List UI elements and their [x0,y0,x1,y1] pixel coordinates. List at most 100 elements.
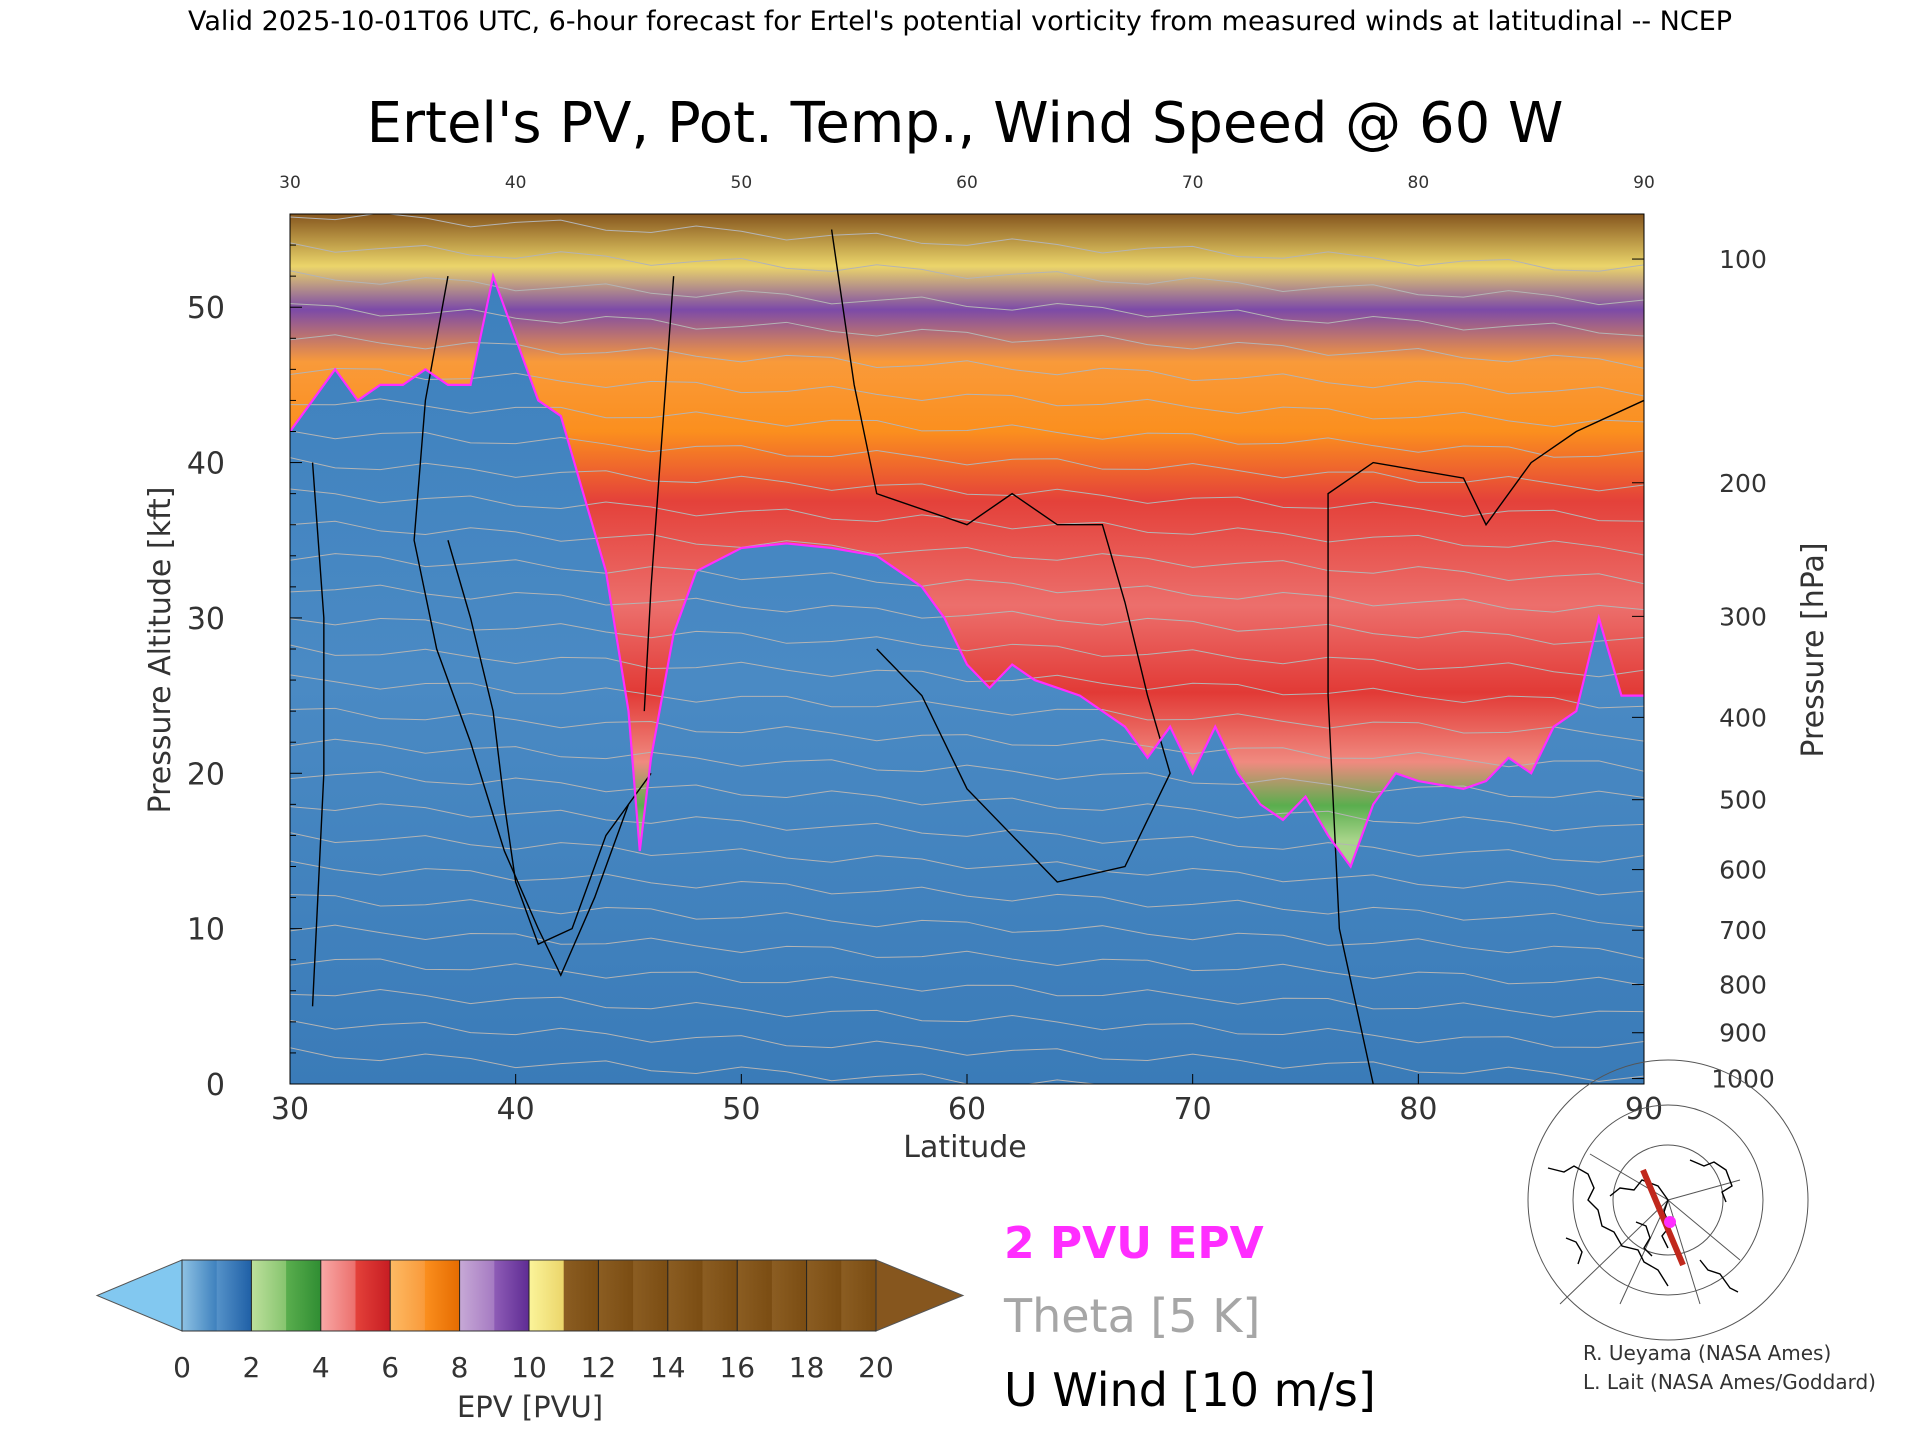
colorbar-swatch [459,1260,495,1331]
theta-contour-line [290,334,1644,397]
theta-contour-line [290,584,1644,645]
x-tick-label: 80 [1399,1092,1437,1127]
x-top-tick-label: 70 [1182,173,1204,193]
colorbar-swatch [563,1260,599,1331]
colorbar-swatch [251,1260,287,1331]
colorbar: 0 2 4 6 8 10 12 14 16 18 20 [95,1259,965,1384]
colorbar-swatch [598,1260,634,1331]
colorbar-tick-label: 8 [451,1351,469,1384]
theta-contour-line [290,270,1644,337]
inset-map-marker [1664,1216,1676,1228]
colorbar-swatch [286,1260,322,1331]
legend-u-wind: U Wind [10 m/s] [1004,1363,1376,1417]
theta-contour-line [290,430,1644,492]
pressure-tick-label: 300 [1719,602,1767,631]
chart-title: Ertel's PV, Pot. Temp., Wind Speed @ 60 … [367,91,1564,156]
colorbar-swatch [737,1260,773,1331]
theta-contours [290,214,1644,1084]
theta-contour-line [290,988,1644,1048]
pressure-tick-label: 800 [1719,971,1767,1000]
x-top-tick-label: 90 [1633,173,1655,193]
theta-contour-line [290,520,1644,585]
x-axis-bottom: 30 40 50 60 70 80 90 [271,1074,1663,1127]
theta-contour-line [290,398,1644,458]
y-tick-label: 30 [187,602,225,637]
y-tick-label: 0 [206,1068,225,1103]
colorbar-swatch [633,1260,669,1331]
x-top-tick-label: 80 [1408,173,1430,193]
colorbar-tick-label: 10 [511,1351,547,1384]
colorbar-swatch [494,1260,530,1331]
colorbar-over-arrow [875,1259,965,1332]
theta-contour-line [290,707,1644,772]
colorbar-swatch [667,1260,703,1331]
plot-field [290,214,1644,1084]
colorbar-tick-label: 6 [381,1351,399,1384]
theta-contour-line [290,618,1644,678]
colorbar-swatch [841,1260,877,1331]
colorbar-swatch [216,1260,252,1331]
colorbar-swatch [390,1260,426,1331]
y-axis-label-left: Pressure Altitude [kft] [143,487,178,814]
colorbar-swatch [771,1260,808,1331]
y-axis-label-right: Pressure [hPa] [1796,542,1831,757]
colorbar-label: EPV [PVU] [457,1390,603,1424]
x-tick-label: 70 [1174,1092,1212,1127]
pressure-tick-label: 400 [1719,703,1767,732]
u-wind-contour-line [447,540,630,946]
theta-contour-line [290,924,1644,987]
colorbar-tick-label: 14 [650,1351,686,1384]
u-wind-contour-line [413,276,652,977]
pressure-tick-label: 500 [1719,786,1767,815]
inset-map-section-track [1640,1168,1686,1267]
credit-line-1: R. Ueyama (NASA Ames) [1583,1341,1831,1365]
u-wind-contour-line [643,276,675,712]
colorbar-tick-label: 2 [242,1351,260,1384]
x-top-tick-label: 30 [279,173,301,193]
theta-contour-line [290,553,1644,613]
colorbar-under-arrow [95,1259,183,1332]
theta-contour-line [290,832,1644,896]
y-tick-label: 50 [187,291,225,326]
x-tick-label: 50 [722,1092,760,1127]
u-wind-contours [311,229,1644,1084]
y-axis-left: 0 10 20 30 40 50 [187,244,302,1103]
theta-contour-line [290,488,1644,556]
theta-contour-line [290,242,1644,306]
legend-theta: Theta [5 K] [1003,1289,1260,1343]
inset-map-background [1542,1154,1740,1304]
colorbar-swatch [424,1260,461,1331]
pressure-tick-label: 200 [1719,469,1767,498]
pressure-tick-label: 900 [1719,1019,1767,1048]
u-wind-contour-line [830,229,1171,883]
u-wind-contour-line [1327,399,1644,1084]
x-top-tick-label: 60 [956,173,978,193]
colorbar-tick-label: 16 [719,1351,755,1384]
colorbar-swatch [320,1260,356,1331]
theta-contour-line [290,303,1644,369]
x-tick-label: 40 [497,1092,535,1127]
colorbar-tick-label: 4 [312,1351,330,1384]
tropopause-2pvu-line [290,272,1644,869]
u-wind-contour-line [311,462,325,1007]
colorbar-swatch [529,1260,565,1331]
colorbar-swatch [806,1260,842,1331]
y-tick-label: 10 [187,913,225,948]
x-axis-label: Latitude [903,1130,1026,1165]
theta-contour-line [290,214,1644,272]
theta-contour-line [290,738,1644,799]
x-axis-top: 30 40 50 60 70 80 90 [279,173,1655,193]
theta-contour-line [290,674,1644,742]
colorbar-tick-label: 12 [581,1351,617,1384]
theta-contour-line [290,1019,1644,1082]
theta-contour-line [290,803,1644,863]
inset-map [1527,1059,1809,1341]
pressure-tick-label: 100 [1719,245,1767,274]
theta-contour-line [290,958,1644,1018]
theta-contour-line [290,894,1644,960]
colorbar-swatch [702,1260,738,1331]
theta-contour-line [290,771,1644,832]
theta-contour-line [290,644,1644,709]
colorbar-tick-label: 0 [173,1351,191,1384]
header-line: Valid 2025-10-01T06 UTC, 6-hour forecast… [188,6,1732,37]
